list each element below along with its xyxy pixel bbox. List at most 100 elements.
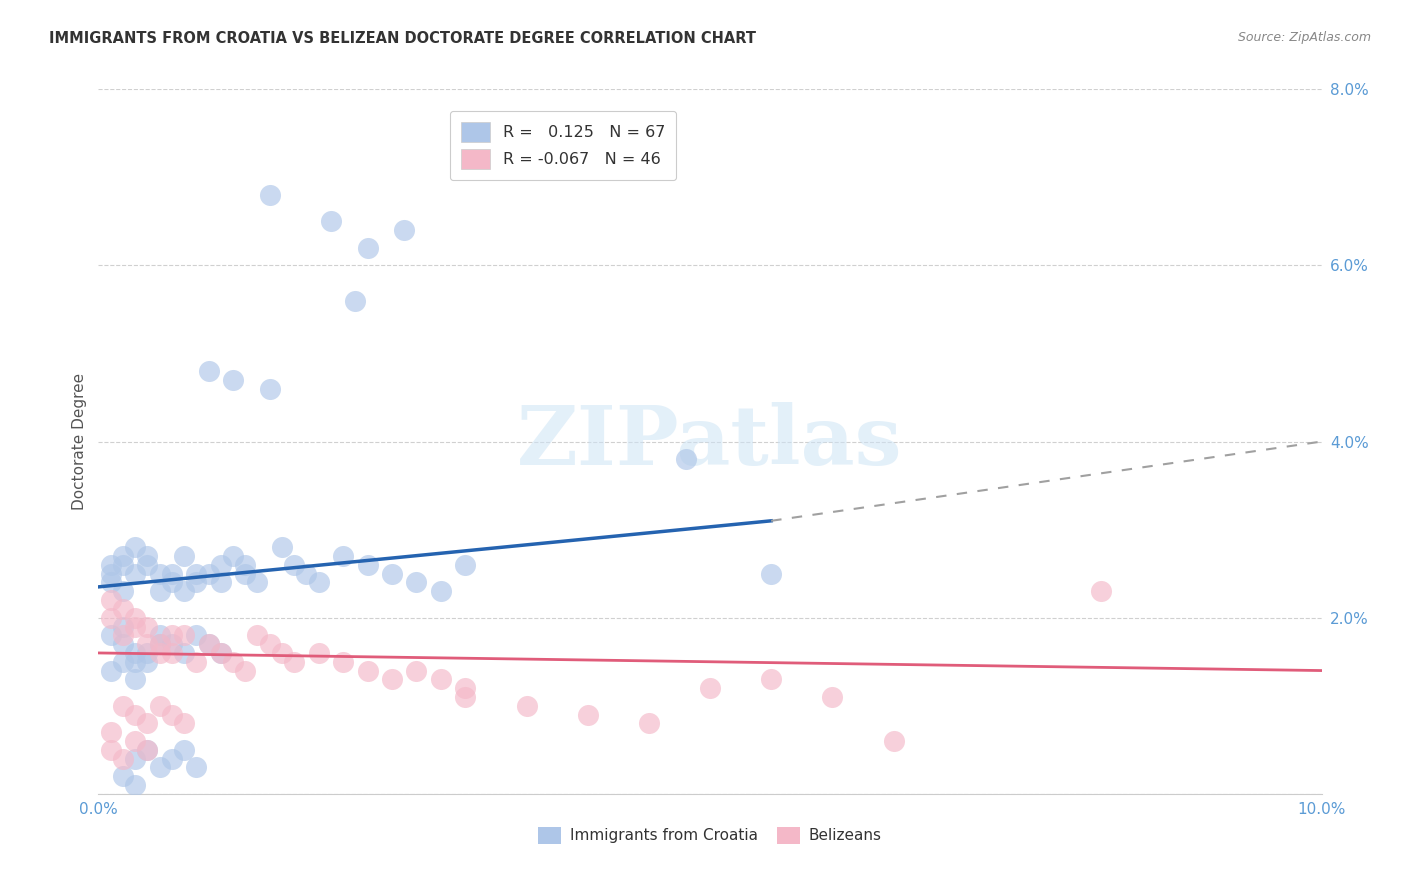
Point: [111, 619, 134, 633]
Text: IMMIGRANTS FROM CROATIA VS BELIZEAN DOCTORATE DEGREE CORRELATION CHART: IMMIGRANTS FROM CROATIA VS BELIZEAN DOCT…: [49, 31, 756, 46]
Point: [149, 584, 172, 599]
Point: [111, 602, 134, 616]
Point: [222, 549, 245, 563]
Text: ZIPatlas: ZIPatlas: [517, 401, 903, 482]
Point: [283, 655, 305, 669]
Point: [246, 575, 269, 590]
Point: [332, 549, 354, 563]
Point: [209, 646, 232, 660]
Point: [100, 725, 122, 739]
Y-axis label: Doctorate Degree: Doctorate Degree: [72, 373, 87, 510]
Point: [124, 655, 146, 669]
Point: [136, 716, 159, 731]
Point: [136, 743, 159, 757]
Point: [197, 364, 219, 378]
Point: [124, 610, 146, 624]
Point: [136, 619, 159, 633]
Point: [160, 575, 183, 590]
Point: [100, 628, 122, 642]
Point: [233, 566, 256, 581]
Point: [295, 566, 318, 581]
Point: [160, 707, 183, 722]
Point: [308, 646, 330, 660]
Point: [197, 566, 219, 581]
Point: [124, 707, 146, 722]
Legend: Immigrants from Croatia, Belizeans: Immigrants from Croatia, Belizeans: [531, 821, 889, 850]
Point: [160, 637, 183, 651]
Point: [111, 549, 134, 563]
Point: [124, 566, 146, 581]
Point: [160, 628, 183, 642]
Point: [149, 566, 172, 581]
Point: [160, 566, 183, 581]
Point: [883, 734, 905, 748]
Point: [124, 619, 146, 633]
Point: [173, 743, 195, 757]
Point: [197, 637, 219, 651]
Point: [173, 628, 195, 642]
Point: [136, 558, 159, 572]
Point: [356, 558, 378, 572]
Point: [405, 664, 427, 678]
Point: [186, 575, 208, 590]
Point: [111, 628, 134, 642]
Point: [233, 664, 256, 678]
Point: [759, 673, 782, 687]
Point: [356, 664, 378, 678]
Point: [405, 575, 427, 590]
Point: [100, 664, 122, 678]
Point: [197, 637, 219, 651]
Point: [136, 549, 159, 563]
Point: [100, 593, 122, 607]
Point: [186, 628, 208, 642]
Point: [186, 655, 208, 669]
Point: [381, 673, 404, 687]
Point: [308, 575, 330, 590]
Point: [516, 698, 538, 713]
Point: [259, 382, 281, 396]
Point: [100, 743, 122, 757]
Point: [136, 655, 159, 669]
Point: [149, 637, 172, 651]
Point: [246, 628, 269, 642]
Point: [675, 452, 697, 467]
Point: [430, 584, 453, 599]
Point: [637, 716, 661, 731]
Point: [111, 698, 134, 713]
Point: [392, 223, 416, 237]
Point: [173, 549, 195, 563]
Point: [100, 566, 122, 581]
Point: [1090, 584, 1112, 599]
Point: [259, 187, 281, 202]
Point: [233, 558, 256, 572]
Point: [136, 743, 159, 757]
Point: [124, 734, 146, 748]
Point: [186, 760, 208, 774]
Point: [160, 751, 183, 765]
Point: [124, 751, 146, 765]
Point: [759, 566, 782, 581]
Point: [270, 646, 292, 660]
Point: [821, 690, 844, 704]
Point: [283, 558, 305, 572]
Point: [576, 707, 599, 722]
Point: [209, 575, 232, 590]
Point: [699, 681, 721, 696]
Point: [454, 681, 477, 696]
Point: [173, 584, 195, 599]
Point: [173, 716, 195, 731]
Point: [160, 646, 183, 660]
Point: [100, 558, 122, 572]
Point: [111, 655, 134, 669]
Point: [136, 646, 159, 660]
Point: [454, 690, 477, 704]
Point: [381, 566, 404, 581]
Point: [149, 646, 172, 660]
Point: [209, 646, 232, 660]
Point: [124, 778, 146, 792]
Point: [186, 566, 208, 581]
Point: [332, 655, 354, 669]
Point: [149, 760, 172, 774]
Point: [136, 637, 159, 651]
Point: [111, 769, 134, 783]
